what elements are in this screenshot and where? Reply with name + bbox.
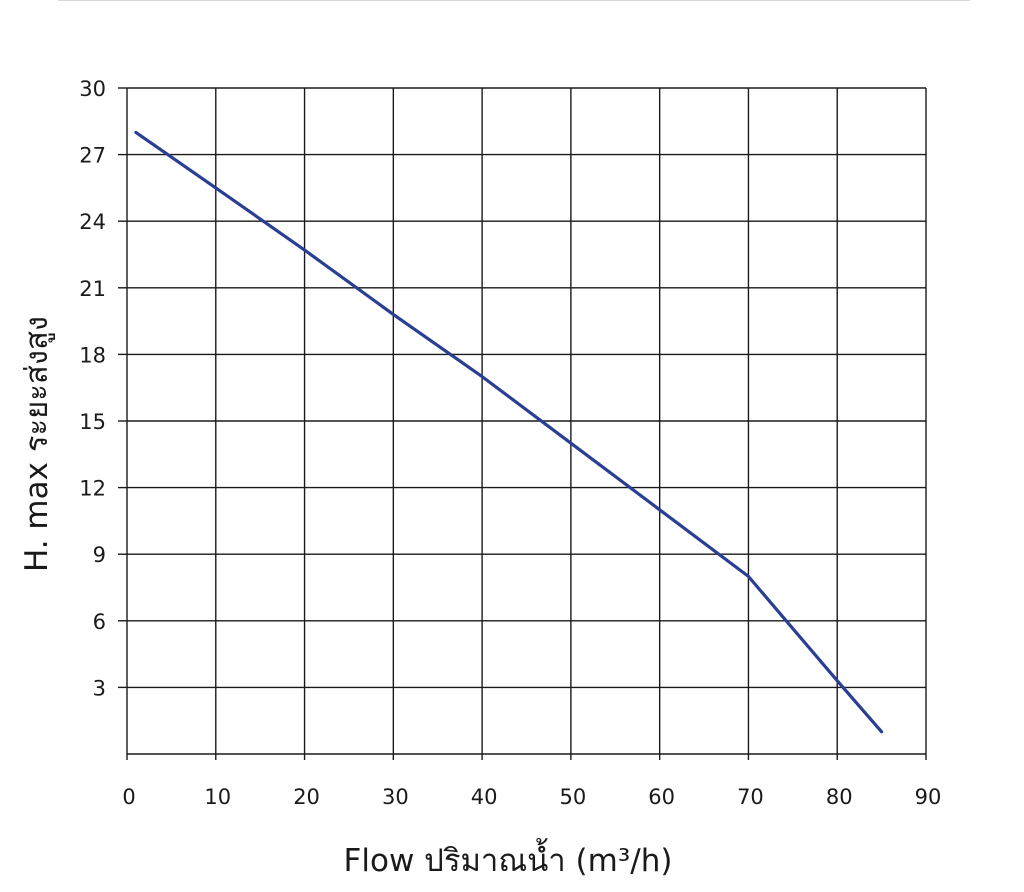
y-tick-label: 18 bbox=[79, 343, 106, 367]
x-tick-label: 20 bbox=[293, 785, 320, 809]
y-tick-label: 12 bbox=[79, 477, 106, 501]
x-tick-label: 60 bbox=[648, 785, 675, 809]
series-line bbox=[134, 130, 884, 734]
ticks bbox=[118, 87, 927, 760]
x-axis-title: Flow ปริมาณน้ำ (m³/h) bbox=[344, 838, 673, 879]
y-tick-label: 30 bbox=[79, 77, 106, 101]
y-tick-labels: 3 6 9 12 15 18 21 24 27 30 bbox=[79, 77, 106, 700]
x-tick-labels: 0 10 20 30 40 50 60 70 80 90 bbox=[122, 785, 941, 809]
x-tick-label: 0 bbox=[122, 785, 135, 809]
x-tick-label: 30 bbox=[382, 785, 409, 809]
x-tick-label: 90 bbox=[915, 785, 942, 809]
y-tick-label: 9 bbox=[93, 543, 106, 567]
y-tick-label: 27 bbox=[79, 144, 106, 168]
x-tick-label: 50 bbox=[560, 785, 587, 809]
x-tick-label: 70 bbox=[737, 785, 764, 809]
grid bbox=[126, 87, 927, 755]
y-tick-label: 21 bbox=[79, 277, 106, 301]
series-group bbox=[134, 130, 884, 734]
y-tick-label: 24 bbox=[79, 210, 106, 234]
y-tick-label: 15 bbox=[79, 410, 106, 434]
x-tick-label: 40 bbox=[471, 785, 498, 809]
y-axis-title: H. max ระยะส่งสูง bbox=[19, 316, 55, 572]
y-tick-label: 6 bbox=[93, 610, 106, 634]
x-tick-label: 10 bbox=[204, 785, 231, 809]
y-tick-label: 3 bbox=[93, 676, 106, 700]
x-tick-label: 80 bbox=[826, 785, 853, 809]
top-divider bbox=[58, 0, 970, 1]
